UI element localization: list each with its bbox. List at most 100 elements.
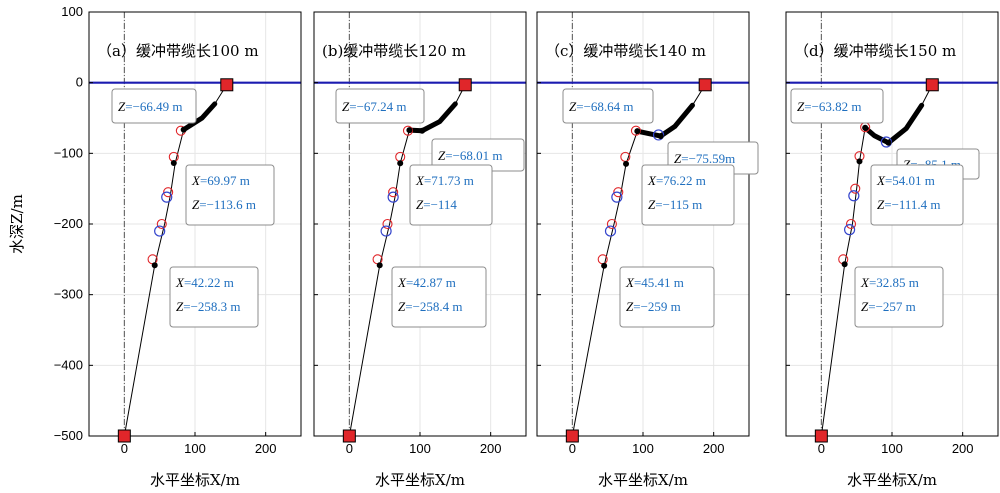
x-tick-label: 0 [121, 441, 128, 456]
annotation-text: X=42.22 m [175, 275, 234, 290]
annotation-box [391, 266, 487, 328]
x-axis-label: 水平坐标X/m [150, 471, 240, 489]
annotation-text: Z=−75.59m [674, 151, 735, 166]
y-tick-label: 100 [61, 4, 83, 19]
annotation-text: Z=−258.4 m [398, 299, 463, 314]
x-tick-label: 100 [632, 441, 654, 456]
float-marker-blue [604, 225, 617, 237]
float-marker-red [845, 218, 857, 230]
data-annotation: Z=−68.64 m [562, 88, 654, 124]
data-annotation: X=76.22 m Z=−115 m [641, 164, 735, 226]
data-annotation: Z=−66.49 m [111, 88, 197, 124]
node-point [180, 126, 187, 133]
node-point [419, 127, 426, 134]
float-marker-blue [154, 225, 166, 237]
float-marker-red [606, 218, 617, 230]
cable-line [123, 84, 228, 437]
y-tick-label: 0 [76, 75, 83, 90]
anchor-marker [814, 429, 828, 443]
x-tick-label: 0 [818, 441, 825, 456]
annotation-box [185, 164, 275, 226]
anchor-marker [565, 429, 579, 443]
data-annotation: Z=−63.82 m [790, 88, 884, 124]
data-annotation: X=45.41 m Z=−259 m [619, 266, 715, 328]
float-marker-red [163, 187, 174, 198]
float-marker-blue [387, 191, 399, 203]
buoy-marker [458, 78, 472, 92]
annotation-text: X=76.22 m [647, 173, 706, 188]
x-tick-label: 0 [346, 441, 353, 456]
panel-title: （a）缓冲带缆长100 m [97, 42, 259, 60]
annotation-text: Z=−257 m [861, 299, 916, 314]
annotation-box [335, 88, 425, 124]
data-annotation: X=42.87 m Z=−258.4 m [391, 266, 487, 328]
x-tick-label: 200 [952, 441, 974, 456]
annotation-text: X=71.73 m [415, 173, 474, 188]
y-tick-label: −400 [54, 357, 83, 372]
panel-c: 0 100 200 水平坐标X/m （c）缓冲带缆长140 m Z=−68.64 m Z=−… [536, 11, 759, 489]
float-marker-red [850, 183, 861, 194]
annotation-text: Z=−115 m [648, 197, 702, 212]
annotation-text: Z=−259 m [626, 299, 681, 314]
data-annotation: X=71.73 m Z=−114 [409, 164, 493, 226]
annotation-box [854, 266, 944, 328]
x-tick-label: 100 [184, 441, 206, 456]
data-annotation: X=54.01 m Z=−111.4 m [870, 164, 964, 226]
float-marker-blue [848, 190, 860, 202]
data-annotation: Z=−67.24 m [335, 88, 425, 124]
node-point [885, 139, 892, 146]
buoy-marker [220, 78, 234, 92]
x-axis-label: 水平坐标X/m [847, 471, 937, 489]
annotation-text: X=32.85 m [860, 275, 919, 290]
data-annotation: X=32.85 m Z=−257 m [854, 266, 944, 328]
float-marker-blue [652, 129, 665, 141]
annotation-text: X=69.97 m [191, 173, 250, 188]
x-tick-label: 200 [255, 441, 277, 456]
float-marker-red [156, 218, 167, 230]
annotation-box [169, 266, 259, 328]
annotation-box [111, 88, 197, 124]
panel-d: 0 100 200 水平坐标X/m （d）缓冲带缆长150 m Z=−63.82 m Z=−… [785, 11, 999, 489]
float-marker-blue [611, 191, 623, 203]
annotation-box [562, 88, 654, 124]
panel-title: （d）缓冲带缆长150 m [794, 42, 956, 60]
float-marker-blue [380, 225, 392, 237]
data-annotation: X=42.22 m Z=−258.3 m [169, 266, 259, 328]
x-tick-label: 200 [480, 441, 502, 456]
annotation-box [790, 88, 884, 124]
annotation-text: X=45.41 m [625, 275, 684, 290]
cable-line [348, 84, 466, 437]
annotation-box [641, 164, 735, 226]
panel-a: 100 0 −100 −200 −300 −400 −500 0 100 200 水平坐标X/m （a… [54, 4, 302, 489]
annotation-text: Z=−68.01 m [438, 148, 503, 163]
node-point [841, 261, 848, 268]
x-axis-label: 水平坐标X/m [375, 471, 465, 489]
y-axis-label: 水深Z/m [8, 194, 26, 254]
float-marker-blue [161, 191, 173, 203]
x-tick-label: 100 [881, 441, 903, 456]
data-annotation: Z=−68.01 m [431, 138, 525, 172]
float-marker-red [613, 187, 624, 198]
node-point [856, 158, 863, 165]
float-marker-red [388, 187, 399, 198]
node-point [634, 128, 641, 135]
annotation-text: Z=−113.6 m [192, 197, 256, 212]
node-point [170, 159, 177, 166]
node-point [397, 160, 404, 167]
float-marker-red [382, 218, 393, 230]
x-tick-label: 0 [569, 441, 576, 456]
buoy-marker [925, 78, 939, 92]
node-point [623, 160, 630, 167]
float-marker-blue [843, 224, 856, 236]
anchor-marker [342, 429, 356, 443]
node-point [601, 262, 608, 269]
annotation-text: Z=−67.24 m [342, 99, 407, 114]
node-point [151, 262, 158, 269]
x-tick-label: 200 [703, 441, 725, 456]
annotation-box [619, 266, 715, 328]
cable-line [571, 84, 706, 437]
annotation-text: X=42.87 m [397, 275, 456, 290]
annotation-box [870, 164, 964, 226]
float-marker-red [630, 125, 641, 136]
